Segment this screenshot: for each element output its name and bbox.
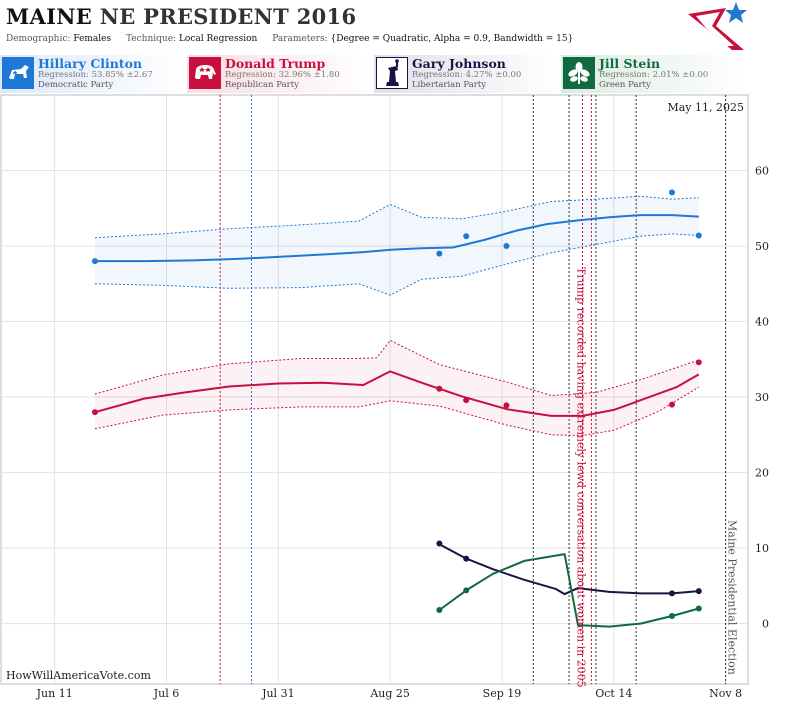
title-state: MAINE (6, 4, 93, 29)
legend-clinton: Hillary Clinton Regression: 53.85% ±2.67… (0, 55, 187, 93)
hillary-clinton-poll-point (91, 258, 98, 265)
gary-johnson-trend-line (438, 543, 699, 596)
donald-trump-poll-point (91, 409, 98, 416)
chart-date-label: May 11, 2025 (667, 101, 744, 114)
candidate-regression: Regression: 4.27% ±0.00 (412, 70, 522, 80)
demographic-label: Demographic: (6, 34, 71, 44)
gary-johnson-poll-point (668, 590, 675, 597)
legend-johnson: Gary Johnson Regression: 4.27% ±0.00 Lib… (374, 55, 561, 93)
hillary-clinton-poll-point (503, 243, 510, 250)
demographic-value: Females (73, 34, 112, 44)
hillary-clinton-confidence-band (94, 196, 699, 296)
x-tick-label: Sep 19 (483, 687, 522, 700)
x-tick-label: Jun 11 (36, 687, 73, 700)
x-tick-label: Oct 14 (595, 687, 632, 700)
parameters-label: Parameters: (272, 34, 328, 44)
x-tick-label: Jul 6 (153, 687, 180, 700)
candidate-name: Donald Trump (225, 56, 326, 71)
elephant-icon (189, 57, 221, 89)
candidate-regression: Regression: 53.85% ±2.67 (38, 70, 153, 80)
jill-stein-poll-point (436, 606, 443, 613)
x-tick-label: Nov 8 (709, 687, 742, 700)
x-tick-label: Aug 25 (369, 687, 410, 700)
candidate-party: Green Party (599, 80, 651, 90)
legend-stein: Jill Stein Regression: 2.01% ±0.00 Green… (561, 55, 748, 93)
candidate-name: Hillary Clinton (38, 56, 143, 71)
candidate-name: Jill Stein (599, 56, 661, 71)
donald-trump-upper-bound (94, 339, 699, 397)
candidate-party: Libertarian Party (412, 80, 487, 90)
parameters-value: {Degree = Quadratic, Alpha = 0.9, Bandwi… (330, 34, 574, 44)
y-tick-label: 0 (762, 618, 769, 631)
donkey-icon (2, 57, 34, 89)
gary-johnson-poll-point (695, 588, 702, 595)
jill-stein-trend-line (438, 553, 700, 628)
legend-trump: Donald Trump Regression: 32.96% ±1.80 Re… (187, 55, 374, 93)
y-tick-label: 50 (755, 240, 769, 253)
technique-value: Local Regression (178, 34, 258, 44)
y-tick-label: 10 (755, 542, 769, 555)
jill-stein-poll-point (695, 605, 702, 612)
gary-johnson-poll-point (436, 540, 443, 547)
plant-icon (563, 57, 595, 89)
gary-johnson-poll-point (463, 555, 470, 562)
page-title: MAINE NE PRESIDENT 2016 (6, 4, 356, 29)
candidate-name: Gary Johnson (412, 56, 506, 71)
plot-frame (0, 94, 749, 685)
x-tick-label: Jul 31 (261, 687, 295, 700)
jill-stein-poll-point (668, 613, 675, 620)
hillary-clinton-poll-point (668, 189, 675, 196)
hillary-clinton-trend-line (94, 214, 699, 263)
hillary-clinton-upper-bound (94, 195, 699, 239)
parameters-line: Demographic: Females Technique: Local Re… (6, 34, 573, 44)
y-tick-label: 60 (755, 165, 769, 178)
y-tick-label: 40 (755, 316, 769, 329)
technique-label: Technique: (126, 34, 177, 44)
y-tick-label: 20 (755, 467, 769, 480)
candidate-party: Republican Party (225, 80, 299, 90)
liberty-statue-icon (376, 57, 408, 89)
hillary-clinton-poll-point (695, 232, 702, 239)
donald-trump-confidence-band (94, 340, 699, 436)
donald-trump-poll-point (463, 397, 470, 404)
donald-trump-poll-point (503, 402, 510, 409)
trump-annotation: Trump recorded having extremely lewd con… (574, 267, 587, 688)
y-tick-label: 30 (755, 391, 769, 404)
candidate-party: Democratic Party (38, 80, 114, 90)
election-annotation: Maine Presidential Election (726, 520, 739, 675)
watermark: HowWillAmericaVote.com (6, 669, 151, 682)
donald-trump-poll-point (695, 359, 702, 366)
donald-trump-lower-bound (94, 386, 700, 437)
hillary-clinton-poll-point (463, 233, 470, 240)
donald-trump-poll-point (668, 401, 675, 408)
jill-stein-poll-point (463, 587, 470, 594)
hillary-clinton-lower-bound (94, 233, 699, 296)
donald-trump-poll-point (436, 385, 443, 392)
candidate-regression: Regression: 2.01% ±0.00 (599, 70, 709, 80)
title-race: NE PRESIDENT 2016 (99, 4, 357, 29)
donald-trump-trend-line (94, 370, 700, 417)
hillary-clinton-poll-point (436, 250, 443, 257)
candidate-regression: Regression: 32.96% ±1.80 (225, 70, 340, 80)
site-logo-icon (688, 2, 747, 50)
